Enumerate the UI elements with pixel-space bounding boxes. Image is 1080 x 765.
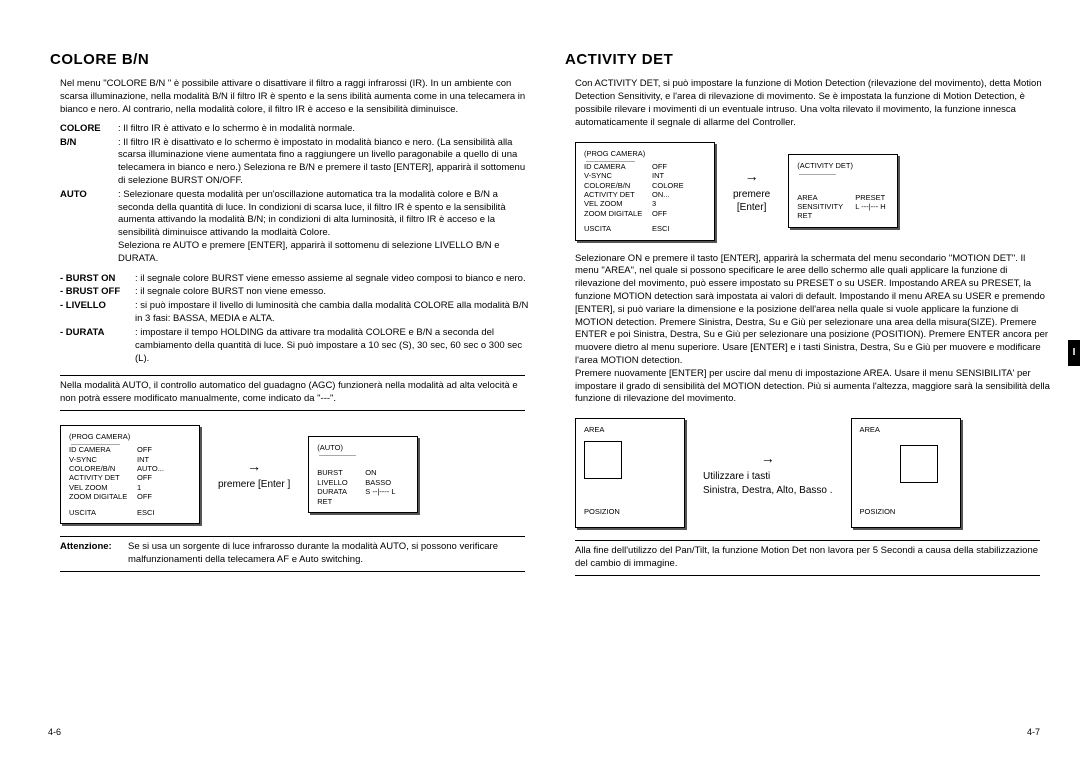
attention-box: Attenzione: Se si usa un sorgente di luc… — [60, 536, 525, 572]
right-footnote-box: Alla fine dell'utilizzo del Pan/Tilt, la… — [575, 540, 1040, 576]
right-intro: Con ACTIVITY DET, si può impostare la fu… — [565, 78, 1050, 129]
term-auto: AUTO — [60, 189, 118, 266]
left-definitions: COLORE: Il filtro IR è attivato e lo sch… — [50, 123, 535, 366]
right-body: Selezionare ON e premere il tasto [ENTER… — [565, 253, 1050, 407]
term-colore: COLORE — [60, 123, 118, 136]
auto-note-box: Nella modalità AUTO, il controllo automa… — [60, 375, 525, 411]
arrow-right-icon: → — [218, 457, 290, 476]
menu-activity-det: (ACTIVITY DET) AREAPRESET SENSITIVITYL -… — [788, 154, 898, 228]
page-number-left: 4-6 — [48, 727, 61, 737]
left-diagram-row: (PROG CAMERA) ID CAMERAOFF V-SYNCINT COL… — [60, 425, 525, 524]
left-column: COLORE B/N Nel menu "COLORE B/N " è poss… — [50, 50, 535, 586]
menu-prog-camera-left: (PROG CAMERA) ID CAMERAOFF V-SYNCINT COL… — [60, 425, 200, 524]
left-intro: Nel menu "COLORE B/N " è possibile attiv… — [50, 78, 535, 116]
arrow-right-icon: → — [733, 167, 770, 186]
area-inner-rect — [900, 445, 938, 483]
right-title: ACTIVITY DET — [565, 50, 1050, 70]
def-burston: : il segnale colore BURST viene emesso a… — [135, 273, 535, 286]
arrow-left: → premere [Enter ] — [218, 457, 290, 491]
term-burston: - BURST ON — [60, 273, 135, 286]
right-diagram-row-1: (PROG CAMERA) ID CAMERAOFF V-SYNCINT COL… — [575, 142, 1040, 241]
def-brustoff: : il segnale colore BURST non viene emes… — [135, 286, 535, 299]
attention-term: Attenzione: — [60, 541, 128, 567]
right-diagram-row-2: AREA POSIZION → Utilizzare i tasti Sinis… — [575, 418, 1040, 528]
manual-page-spread: COLORE B/N Nel menu "COLORE B/N " è poss… — [0, 0, 1080, 616]
term-livello: - LIVELLO — [60, 300, 135, 326]
def-bn: : Il filtro IR è disattivato e lo scherm… — [118, 137, 535, 188]
side-tab: I — [1068, 340, 1080, 366]
arrow-right-1: → premere [Enter] — [733, 167, 770, 215]
area-box-1: AREA POSIZION — [575, 418, 685, 528]
arrow-right-icon: → — [703, 449, 833, 468]
menu-auto-left: (AUTO) BURSTON LIVELLOBASSO DURATAS --|-… — [308, 436, 418, 513]
def-durata: : impostare il tempo HOLDING da attivare… — [135, 327, 535, 365]
term-durata: - DURATA — [60, 327, 135, 365]
left-title: COLORE B/N — [50, 50, 535, 70]
term-brustoff: - BRUST OFF — [60, 286, 135, 299]
def-colore: : Il filtro IR è attivato e lo schermo è… — [118, 123, 535, 136]
arrow-right-2: → Utilizzare i tasti Sinistra, Destra, A… — [703, 449, 833, 497]
def-livello: : si può impostare il livello di luminos… — [135, 300, 535, 326]
right-column: ACTIVITY DET Con ACTIVITY DET, si può im… — [565, 50, 1050, 586]
area-box-2: AREA POSIZION — [851, 418, 961, 528]
term-bn: B/N — [60, 137, 118, 188]
def-auto: : Selezionare questa modalità per un'osc… — [118, 189, 535, 266]
area-inner-rect — [584, 441, 622, 479]
page-number-right: 4-7 — [1027, 727, 1040, 737]
attention-def: Se si usa un sorgente di luce infrarosso… — [128, 541, 525, 567]
menu-prog-camera-right: (PROG CAMERA) ID CAMERAOFF V-SYNCINT COL… — [575, 142, 715, 241]
